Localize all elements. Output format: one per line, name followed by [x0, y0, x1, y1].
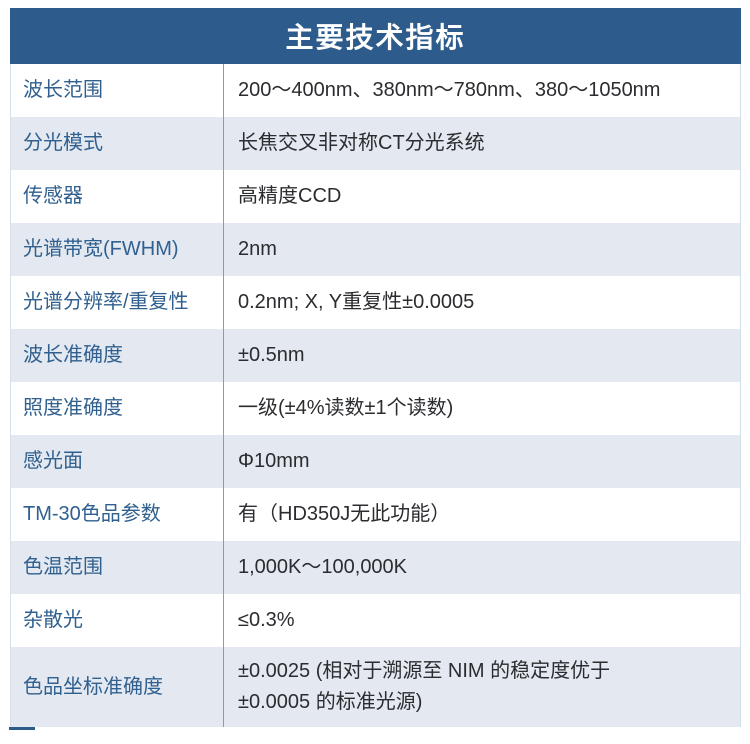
table-row: 分光模式 长焦交叉非对称CT分光系统: [11, 117, 740, 170]
row-value: 一级(±4%读数±1个读数): [238, 397, 454, 419]
row-label: 光谱带宽(FWHM): [11, 223, 224, 276]
row-label: 传感器: [11, 170, 224, 223]
row-value: 有（HD350J无此功能）: [238, 503, 451, 525]
table-row: 感光面 Φ10mm: [11, 435, 740, 488]
row-value: 0.2nm; X, Y重复性±0.0005: [238, 291, 475, 313]
row-value: 2nm: [238, 238, 277, 260]
row-label: 杂散光: [11, 594, 224, 647]
row-value: 1,000K～100,000K: [238, 556, 408, 578]
table-row: 传感器 高精度CCD: [11, 170, 740, 223]
table-row: 杂散光 ≤0.3%: [11, 594, 740, 647]
row-value: 高精度CCD: [238, 185, 342, 207]
row-value: 长焦交叉非对称CT分光系统: [238, 132, 485, 154]
row-label: 照度准确度: [11, 382, 224, 435]
row-value: ±0.5nm: [238, 344, 305, 366]
table-row: TM-30色品参数 有（HD350J无此功能）: [11, 488, 740, 541]
row-label: 波长范围: [11, 64, 224, 117]
row-label: 光谱分辨率/重复性: [11, 276, 224, 329]
table-row: 波长准确度 ±0.5nm: [11, 329, 740, 382]
table-bottom-border: [9, 727, 35, 730]
table-row: 色品坐标准确度 ±0.0025 (相对于溯源至 NIM 的稳定度优于 ±0.00…: [11, 647, 740, 727]
table-row: 照度准确度 一级(±4%读数±1个读数): [11, 382, 740, 435]
row-label: 波长准确度: [11, 329, 224, 382]
table-row: 波长范围 200～400nm、380nm～780nm、380～1050nm: [11, 64, 740, 117]
row-label: 感光面: [11, 435, 224, 488]
row-label: 色品坐标准确度: [11, 647, 224, 727]
table-row: 色温范围 1,000K～100,000K: [11, 541, 740, 594]
row-value: 200～400nm、380nm～780nm、380～1050nm: [238, 79, 661, 101]
row-value: Φ10mm: [238, 450, 310, 472]
spec-table-body: 波长范围 200～400nm、380nm～780nm、380～1050nm 分光…: [10, 64, 741, 727]
row-value: ±0.0025 (相对于溯源至 NIM 的稳定度优于 ±0.0005 的标准光源…: [238, 660, 611, 713]
row-label: 分光模式: [11, 117, 224, 170]
table-row: 光谱带宽(FWHM) 2nm: [11, 223, 740, 276]
table-row: 光谱分辨率/重复性 0.2nm; X, Y重复性±0.0005: [11, 276, 740, 329]
spec-table: 主要技术指标 波长范围 200～400nm、380nm～780nm、380～10…: [9, 8, 741, 730]
row-label: 色温范围: [11, 541, 224, 594]
row-value: ≤0.3%: [238, 609, 295, 631]
row-label: TM-30色品参数: [11, 488, 224, 541]
page-title: 主要技术指标: [10, 8, 741, 64]
